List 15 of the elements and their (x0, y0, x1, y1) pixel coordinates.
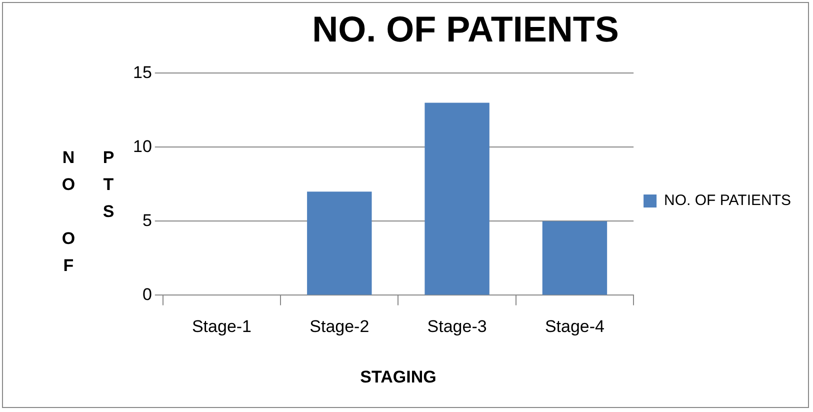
x-axis-title: STAGING (360, 367, 436, 386)
x-tick-label: Stage-1 (192, 317, 252, 336)
bar (424, 102, 490, 295)
y-tick-label: 15 (132, 62, 152, 82)
y-tick-label: 0 (142, 284, 152, 304)
x-tick-label: Stage-4 (544, 317, 604, 336)
y-tick-label: 10 (132, 136, 152, 156)
text: NO OF PTS (59, 148, 118, 283)
x-tick-label: Stage-3 (427, 317, 487, 336)
legend-label: NO. OF PATIENTS (664, 192, 791, 210)
bar (307, 192, 372, 295)
chart-title: NO. OF PATIENTS (312, 8, 619, 50)
bar (542, 221, 608, 295)
x-tick-label: Stage-2 (310, 317, 370, 336)
y-tick-label: 5 (142, 210, 152, 230)
